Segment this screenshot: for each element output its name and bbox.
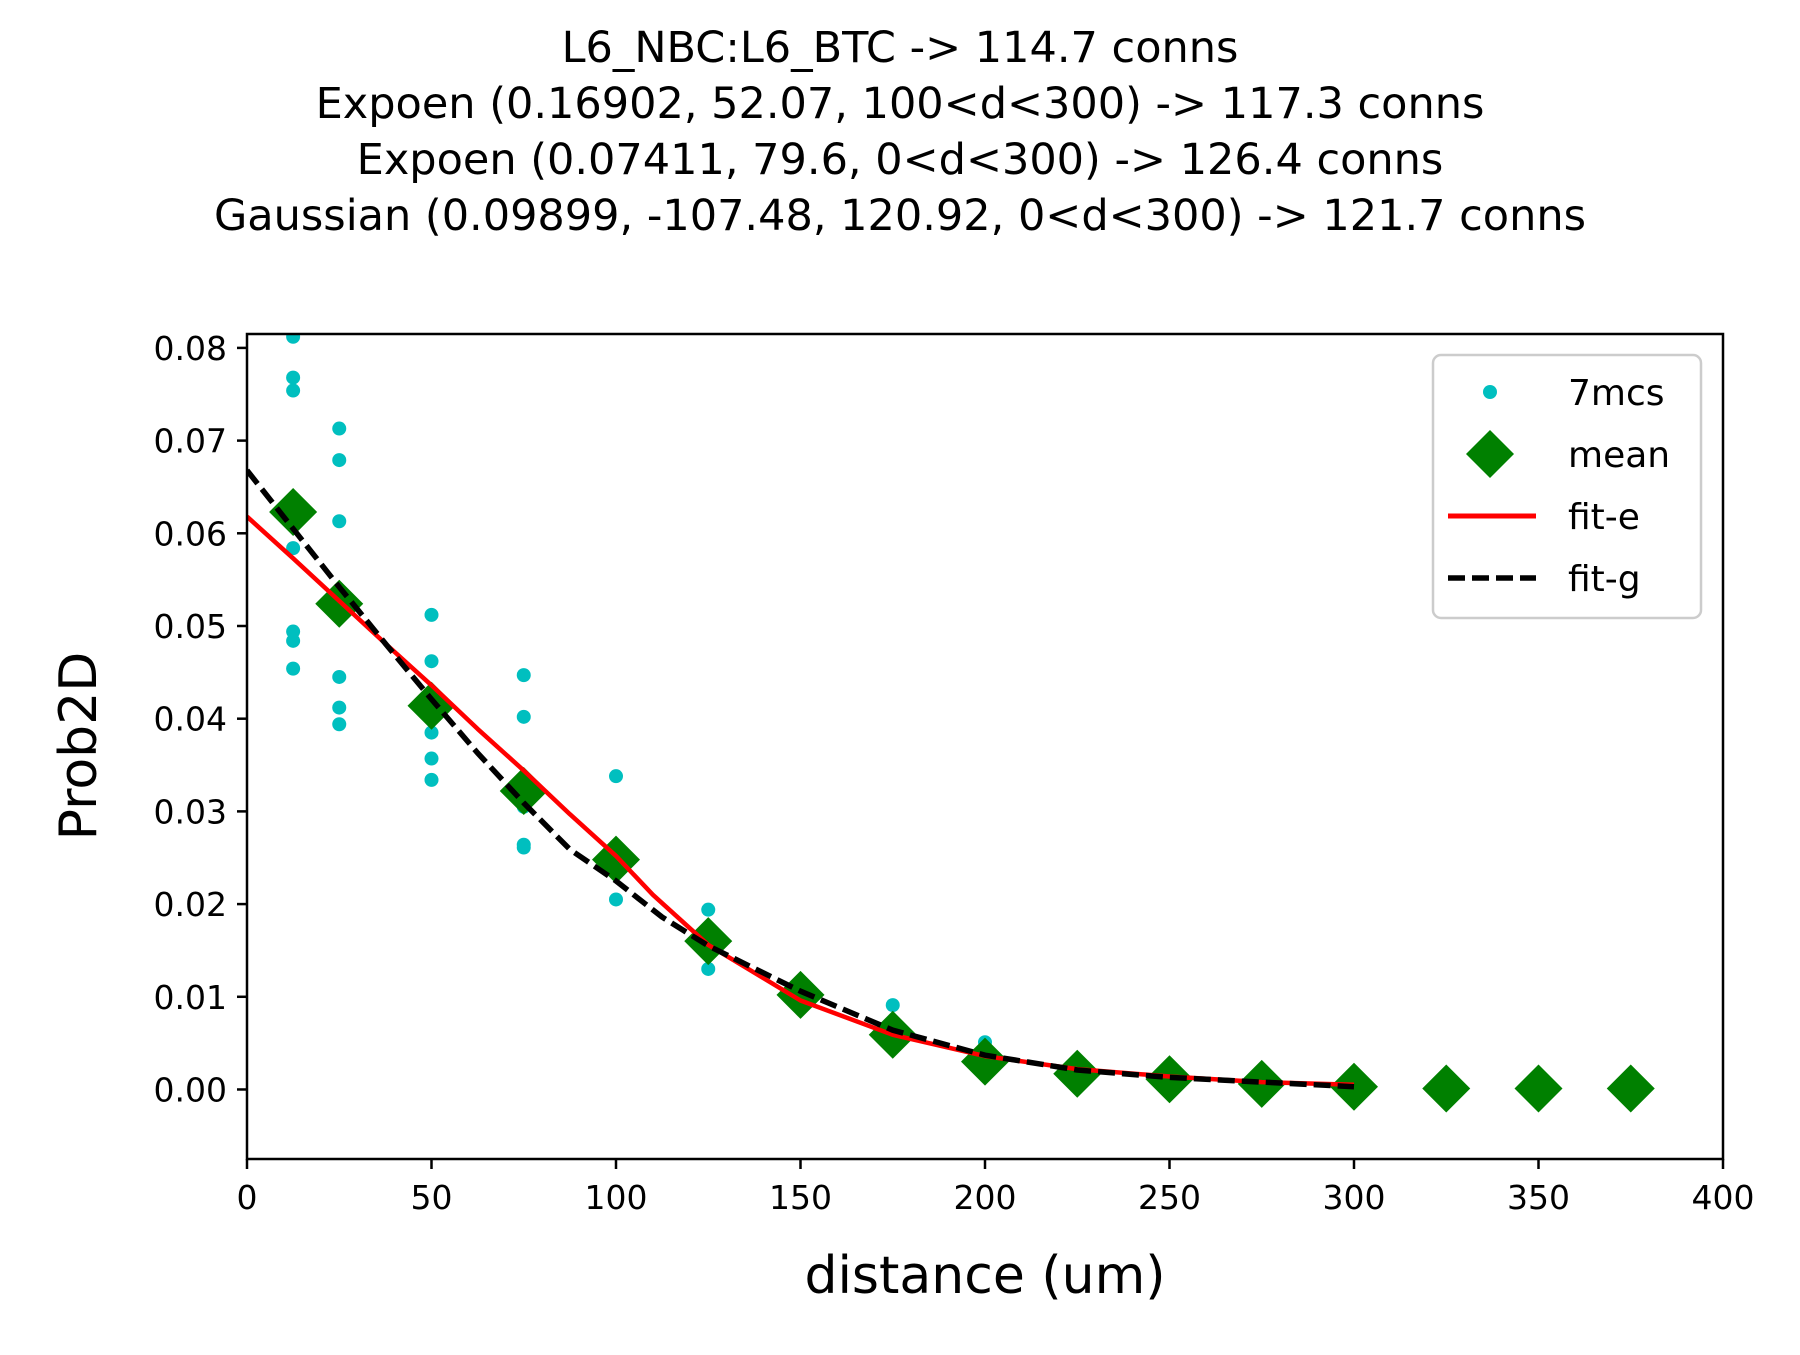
legend-entry-mean: mean (1466, 430, 1670, 478)
point-7mcs (609, 769, 623, 784)
point-7mcs (609, 892, 623, 907)
marker-mean (1422, 1064, 1471, 1113)
point-7mcs (286, 541, 301, 556)
point-7mcs (424, 751, 439, 766)
point-7mcs (332, 421, 347, 436)
y-tick-label: 0.01 (154, 978, 227, 1017)
x-tick-label: 50 (411, 1178, 453, 1217)
x-tick-label: 100 (585, 1178, 648, 1217)
title-line-1: L6_NBC:L6_BTC -> 114.7 conns (562, 23, 1239, 73)
y-tick-label: 0.02 (154, 885, 227, 924)
line-fit-e (247, 514, 1355, 1088)
marker-mean (1145, 1055, 1194, 1104)
x-tick-label: 200 (954, 1178, 1017, 1217)
point-7mcs (332, 514, 347, 529)
point-7mcs (516, 709, 531, 724)
x-tick-label: 400 (1692, 1178, 1755, 1217)
marker-mean (499, 766, 548, 815)
legend-label: fit-g (1568, 559, 1641, 600)
point-7mcs (424, 654, 439, 669)
point-7mcs (424, 725, 439, 740)
y-axis-label: Prob2D (49, 652, 109, 841)
plot-data (247, 334, 1655, 1113)
marker-mean (1606, 1064, 1655, 1113)
y-tick-label: 0.03 (154, 792, 227, 831)
title-line-4: Gaussian (0.09899, -107.48, 120.92, 0<d<… (214, 191, 1586, 241)
point-7mcs (332, 669, 347, 684)
x-tick-label: 150 (769, 1178, 832, 1217)
marker-mean (684, 917, 733, 966)
point-7mcs (424, 607, 439, 622)
point-7mcs (332, 717, 347, 732)
y-tick-label: 0.05 (154, 607, 227, 646)
series-7mcs (286, 334, 992, 1050)
y-tick-label: 0.04 (154, 700, 227, 739)
y-tick-label: 0.00 (154, 1070, 227, 1109)
point-7mcs (701, 961, 716, 976)
point-7mcs (516, 668, 531, 683)
x-axis: 0 50 100 150 200 250 300 350 400 (237, 1159, 1755, 1217)
x-tick-label: 250 (1138, 1178, 1201, 1217)
point-7mcs (516, 840, 531, 855)
point-7mcs (286, 633, 301, 648)
legend-swatch (1466, 430, 1514, 478)
chart-title: L6_NBC:L6_BTC -> 114.7 conns Expoen (0.1… (214, 23, 1586, 241)
legend-swatch (1483, 385, 1497, 399)
y-tick-label: 0.06 (154, 514, 227, 553)
point-7mcs (286, 334, 301, 344)
title-line-2: Expoen (0.16902, 52.07, 100<d<300) -> 11… (316, 79, 1485, 129)
legend-label: 7mcs (1568, 373, 1665, 414)
x-axis-label: distance (um) (804, 1246, 1165, 1306)
legend: 7mcs mean fit-e fit-g (1431, 353, 1703, 620)
legend-entry-fit-g: fit-g (1448, 559, 1641, 600)
legend-label: fit-e (1568, 497, 1640, 538)
point-7mcs (701, 902, 716, 917)
marker-mean (269, 487, 318, 536)
marker-mean (961, 1037, 1009, 1086)
point-7mcs (286, 370, 301, 385)
point-7mcs (424, 772, 439, 787)
legend-entry-fit-e: fit-e (1448, 497, 1640, 538)
series-fit-g (247, 468, 1355, 1090)
point-7mcs (332, 453, 347, 468)
legend-label: mean (1568, 435, 1670, 476)
point-7mcs (332, 700, 347, 715)
marker-mean (1514, 1064, 1563, 1113)
x-tick-label: 300 (1323, 1178, 1386, 1217)
marker-mean (1053, 1049, 1102, 1098)
line-fit-g (247, 468, 1355, 1090)
marker-mean (776, 970, 825, 1019)
legend-entry-7mcs: 7mcs (1483, 373, 1665, 414)
y-tick-label: 0.07 (154, 422, 227, 461)
x-tick-label: 0 (237, 1178, 258, 1217)
point-7mcs (885, 998, 900, 1013)
title-line-3: Expoen (0.07411, 79.6, 0<d<300) -> 126.4… (357, 135, 1444, 185)
series-fit-e (247, 514, 1355, 1088)
legend-box (1431, 353, 1703, 620)
point-7mcs (286, 661, 301, 676)
point-7mcs (286, 383, 301, 398)
y-axis: 0.00 0.01 0.02 0.03 0.04 0.05 0.06 0.07 0.08 (154, 329, 247, 1109)
x-tick-label: 350 (1507, 1178, 1570, 1217)
y-tick-label: 0.08 (154, 329, 227, 368)
